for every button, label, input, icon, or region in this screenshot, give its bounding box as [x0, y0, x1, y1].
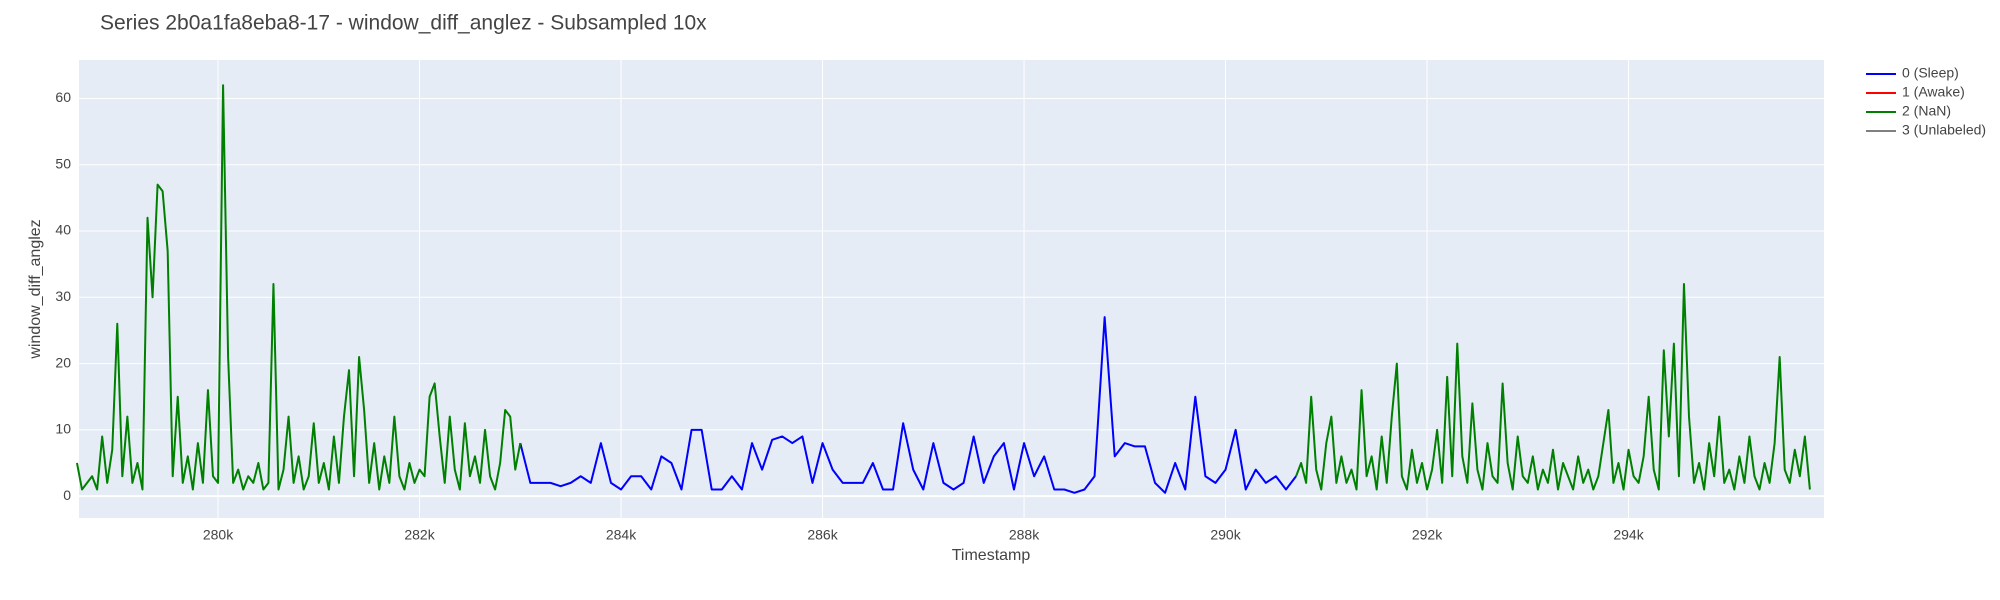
x-tick-label: 294k — [1613, 527, 1644, 543]
x-tick-label: 284k — [606, 527, 637, 543]
legend-label: 0 (Sleep) — [1902, 65, 1959, 81]
x-tick-label: 286k — [807, 527, 838, 543]
series-line — [519, 316, 1297, 494]
y-tick-label: 40 — [55, 222, 71, 238]
y-tick-label: 60 — [55, 89, 71, 105]
y-tick-label: 0 — [63, 487, 71, 503]
x-tick-label: 292k — [1412, 527, 1443, 543]
x-tick-label: 282k — [404, 527, 435, 543]
y-tick-label: 10 — [55, 421, 71, 437]
legend-label: 2 (NaN) — [1902, 103, 1951, 119]
x-tick-label: 280k — [203, 527, 234, 543]
chart-title: Series 2b0a1fa8eba8-17 - window_diff_ang… — [100, 12, 707, 35]
y-tick-label: 30 — [55, 288, 71, 304]
series-line — [75, 84, 1811, 491]
legend-label: 3 (Unlabeled) — [1902, 122, 1986, 138]
x-tick-label: 288k — [1009, 527, 1040, 543]
legend-label: 1 (Awake) — [1902, 84, 1965, 100]
y-tick-label: 50 — [55, 155, 71, 171]
y-tick-label: 20 — [55, 354, 71, 370]
plot-area — [79, 60, 1824, 518]
x-axis-title: Timestamp — [952, 547, 1031, 564]
y-axis-title: window_diff_anglez — [27, 219, 44, 359]
x-tick-label: 290k — [1210, 527, 1241, 543]
